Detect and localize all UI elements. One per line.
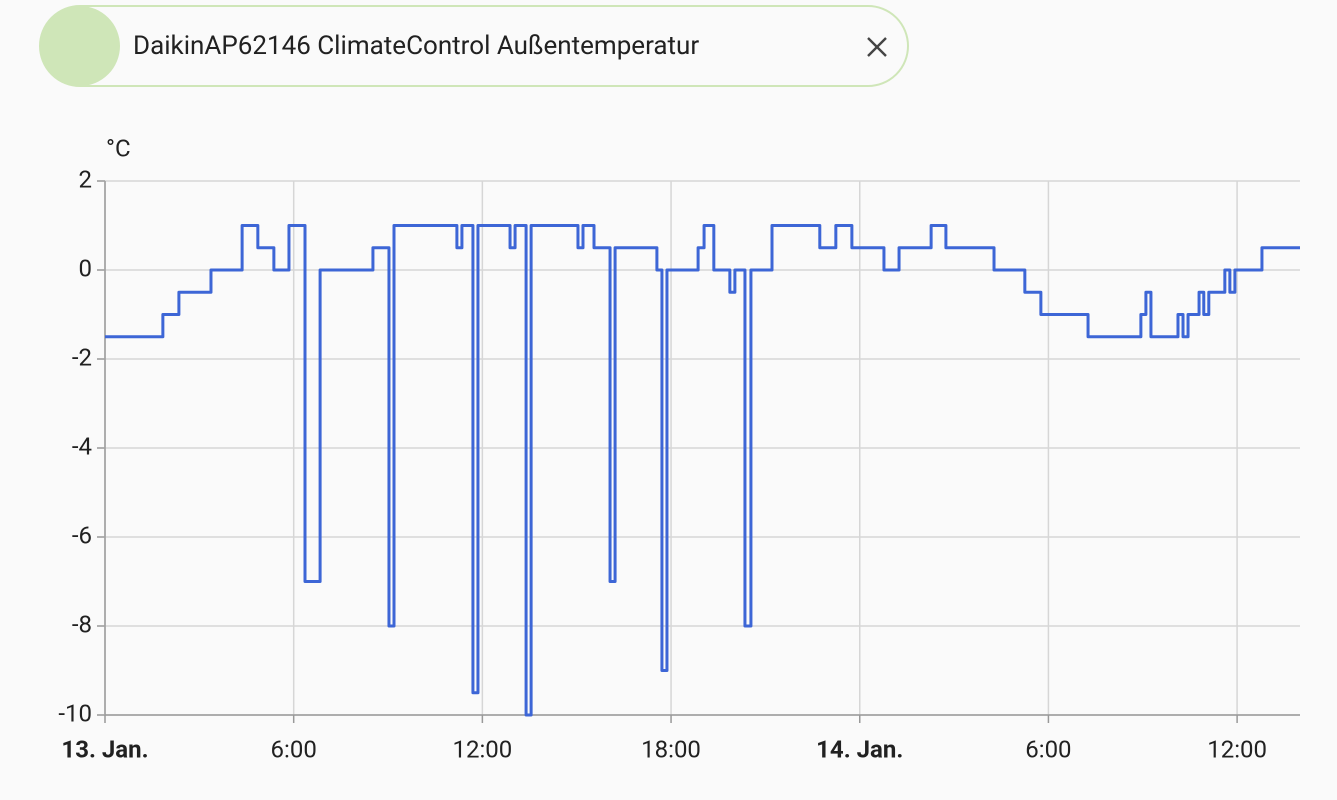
x-tick-label: 14. Jan.	[816, 735, 903, 763]
y-tick-label: -2	[72, 343, 92, 371]
legend-label: DaikinAP62146 ClimateControl Außentemper…	[133, 31, 699, 61]
legend-marker	[40, 6, 120, 86]
y-tick-label: -10	[58, 699, 92, 727]
series-line	[105, 224, 1300, 717]
y-tick-label: 0	[79, 254, 93, 282]
y-tick-label: -6	[72, 521, 92, 549]
y-tick-label: 2	[79, 165, 93, 193]
x-tick-label: 6:00	[271, 735, 317, 763]
x-tick-label: 6:00	[1025, 735, 1071, 763]
y-tick-label: -4	[72, 432, 92, 460]
x-tick-label: 18:00	[641, 735, 701, 763]
x-tick-label: 13. Jan.	[61, 735, 148, 763]
legend-chip[interactable]: DaikinAP62146 ClimateControl Außentemper…	[39, 5, 909, 87]
y-axis-unit: °C	[106, 134, 131, 162]
x-tick-label: 12:00	[1207, 735, 1267, 763]
legend-close-icon[interactable]	[867, 37, 887, 57]
y-tick-label: -8	[72, 610, 92, 638]
close-stroke	[867, 37, 887, 57]
x-tick-label: 12:00	[452, 735, 512, 763]
